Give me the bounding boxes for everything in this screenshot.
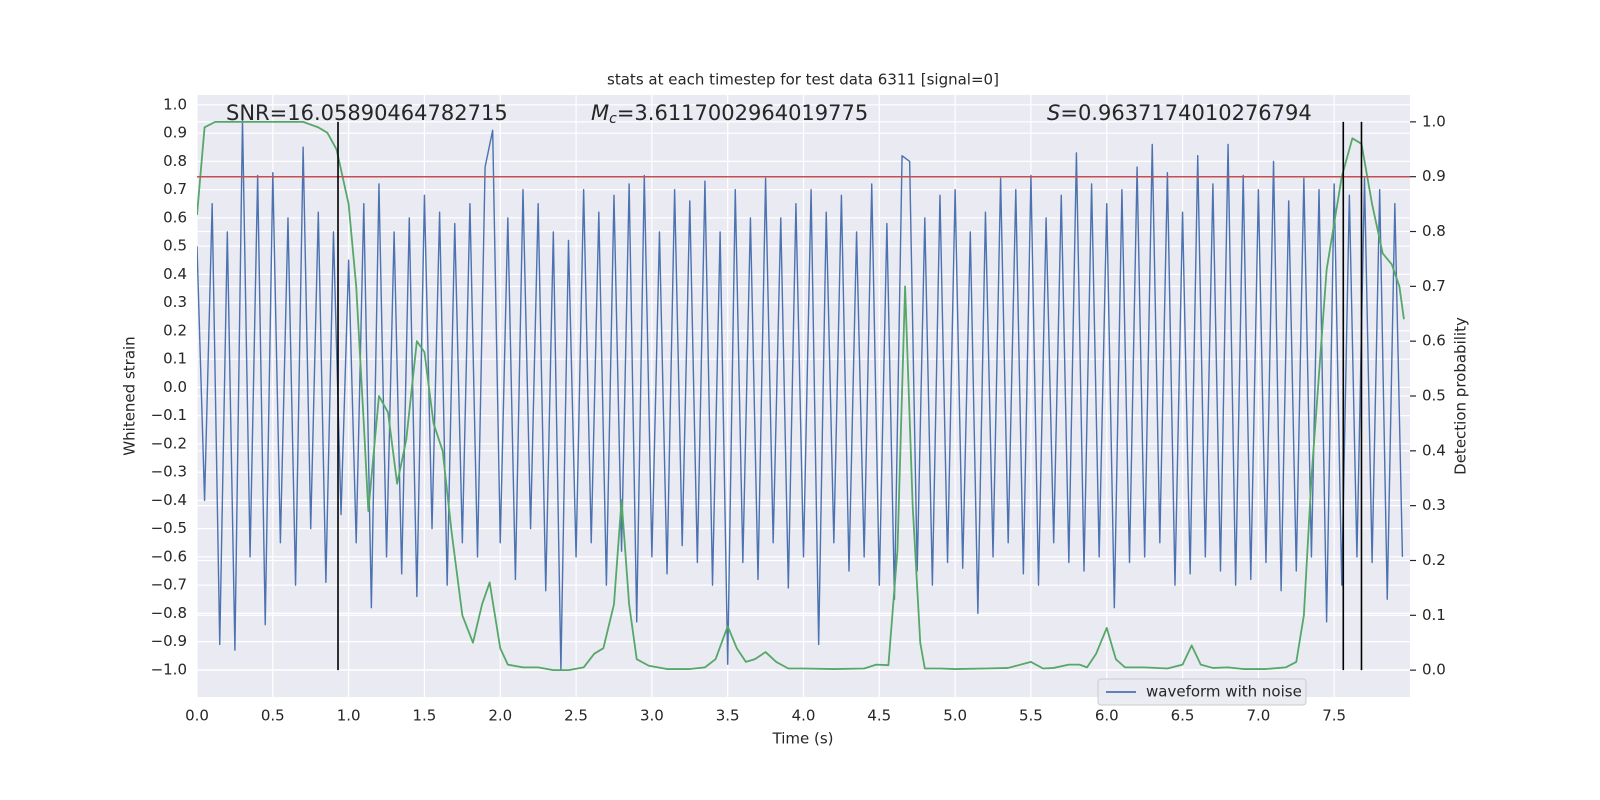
y-tick-label: −0.8 (151, 604, 187, 622)
chart-title: stats at each timestep for test data 631… (607, 71, 999, 89)
x-tick-label: 1.0 (337, 707, 361, 725)
y-tick-label: 0.6 (163, 208, 187, 226)
y2-tick-label: 1.0 (1422, 112, 1446, 130)
y2-tick-label: 0.7 (1422, 277, 1446, 295)
series-line (197, 118, 1404, 671)
annotation: SNR=16.05890464782715 (226, 101, 508, 125)
x-tick-label: 2.0 (488, 707, 512, 725)
x-tick-label: 3.5 (716, 707, 740, 725)
x-tick-label: 0.5 (261, 707, 285, 725)
y-tick-label: −1.0 (151, 660, 187, 678)
x-tick-label: 4.5 (867, 707, 891, 725)
x-tick-label: 0.0 (185, 707, 209, 725)
x-tick-label: 2.5 (564, 707, 588, 725)
y2-tick-label: 0.1 (1422, 606, 1446, 624)
annotation-text: SNR=16.05890464782715 (226, 101, 508, 125)
annotation-subscript: c (609, 111, 617, 127)
y-tick-label: −0.9 (151, 632, 187, 650)
y-tick-label: −0.7 (151, 576, 187, 594)
y-tick-label: 0.7 (163, 180, 187, 198)
y2-tick-label: 0.5 (1422, 387, 1446, 405)
y2-tick-label: 0.2 (1422, 551, 1446, 569)
y-tick-label: 0.3 (163, 293, 187, 311)
x-tick-label: 3.0 (640, 707, 664, 725)
y2-tick-label: 0.8 (1422, 222, 1446, 240)
y-tick-label: −0.2 (151, 434, 187, 452)
y2-tick-label: 0.3 (1422, 496, 1446, 514)
y-tick-label: 0.1 (163, 350, 187, 368)
y-tick-label: 1.0 (163, 95, 187, 113)
y2-tick-label: 0.9 (1422, 167, 1446, 185)
grid (196, 95, 1410, 697)
annotation-symbol: M (591, 101, 609, 125)
y2-tick-label: 0.6 (1422, 332, 1446, 350)
x-tick-label: 1.5 (413, 707, 437, 725)
marks (197, 118, 1405, 672)
annotation: S=0.9637174010276794 (1047, 101, 1312, 125)
y-tick-label: −0.4 (151, 491, 187, 509)
x-tick-label: 7.5 (1322, 707, 1346, 725)
series-line (197, 120, 1405, 672)
y2-axis-label: Detection probability (1452, 317, 1470, 475)
y-tick-label: −0.6 (151, 547, 187, 565)
x-tick-label: 7.0 (1246, 707, 1270, 725)
y-axis-label: Whitened strain (121, 336, 139, 455)
annotation: Mc=3.6117002964019775 (591, 101, 868, 127)
x-tick-label: 5.0 (943, 707, 967, 725)
y-tick-label: −0.5 (151, 519, 187, 537)
x-axis-label: Time (s) (772, 730, 834, 748)
y2-tick-label: 0.0 (1422, 661, 1446, 679)
y-tick-label: −0.1 (151, 406, 187, 424)
y-tick-label: 0.8 (163, 152, 187, 170)
x-tick-label: 6.0 (1095, 707, 1119, 725)
y-tick-label: −0.3 (151, 463, 187, 481)
y-tick-label: 0.5 (163, 237, 187, 255)
y-tick-label: 0.0 (163, 378, 187, 396)
annotation-text: =0.9637174010276794 (1060, 101, 1311, 125)
overlay (197, 121, 1410, 671)
x-tick-label: 5.5 (1019, 707, 1043, 725)
y-tick-label: 0.4 (163, 265, 187, 283)
annotation-text: =3.6117002964019775 (617, 101, 868, 125)
legend-label: waveform with noise (1146, 683, 1302, 701)
legend-box (1097, 678, 1307, 706)
x-tick-label: 6.5 (1171, 707, 1195, 725)
x-tick-label: 4.0 (792, 707, 816, 725)
y2-tick-label: 0.4 (1422, 441, 1446, 459)
y-tick-label: 0.2 (163, 321, 187, 339)
y-tick-label: 0.9 (163, 124, 187, 142)
annotation-symbol: S (1047, 101, 1060, 125)
